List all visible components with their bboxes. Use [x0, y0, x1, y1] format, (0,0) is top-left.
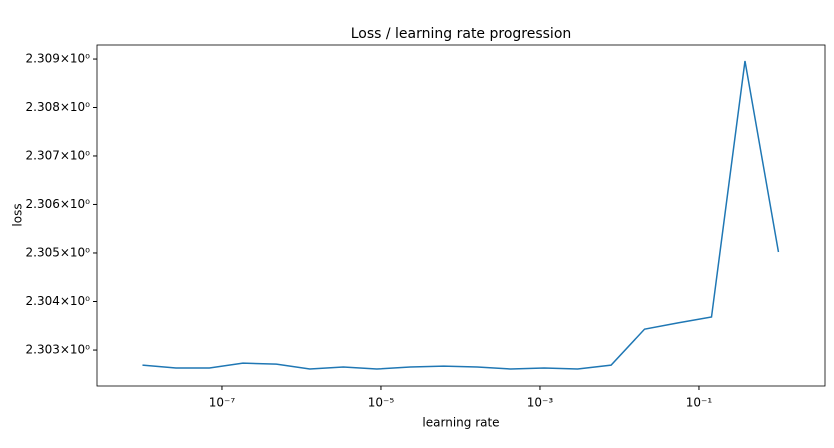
x-tick-label: 10⁻¹	[686, 396, 713, 410]
axes-frame	[96, 44, 826, 387]
y-tick-label: 2.303×10⁰	[26, 343, 91, 357]
chart-title: Loss / learning rate progression	[351, 26, 572, 42]
y-tick-label: 2.309×10⁰	[26, 52, 91, 66]
x-axis-label: learning rate	[422, 416, 499, 430]
y-tick-label: 2.304×10⁰	[26, 294, 91, 308]
x-tick-label: 10⁻³	[527, 396, 554, 410]
y-tick-label: 2.306×10⁰	[26, 197, 91, 211]
x-tick-label: 10⁻⁵	[368, 396, 395, 410]
y-axis-label: loss	[11, 203, 25, 226]
line	[142, 60, 780, 370]
y-tick-label: 2.305×10⁰	[26, 245, 91, 259]
y-tick-label: 2.308×10⁰	[26, 100, 91, 114]
y-tick-label: 2.307×10⁰	[26, 148, 91, 162]
x-tick-label: 10⁻⁷	[209, 396, 236, 410]
